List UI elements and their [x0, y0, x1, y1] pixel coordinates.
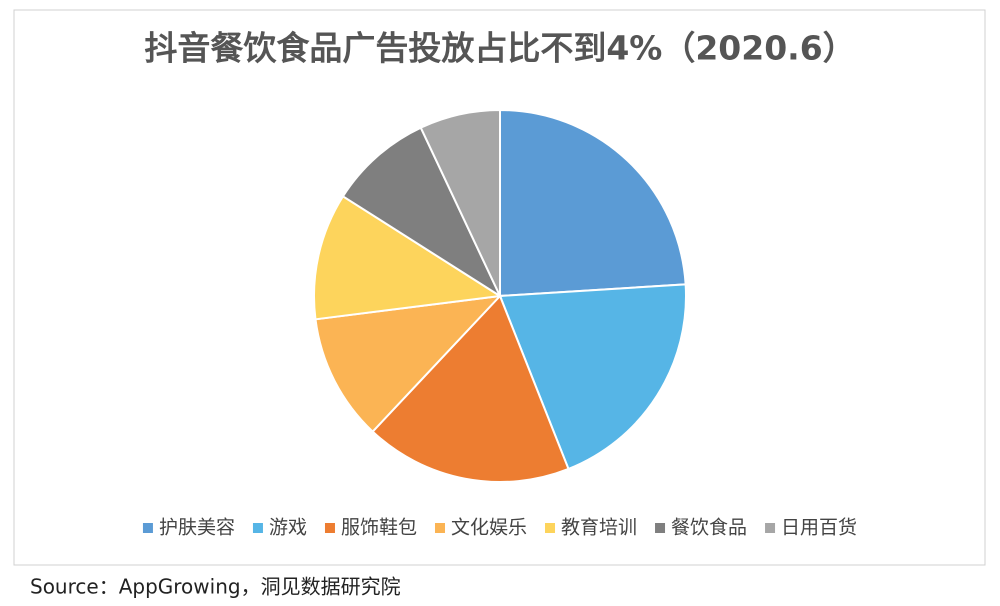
legend-label: 文化娱乐: [451, 517, 527, 539]
pie-slice: [498, 283, 687, 471]
source: Source：AppGrowing，洞见数据研究院: [30, 575, 401, 599]
legend-label: 游戏: [269, 517, 307, 539]
chart-title: 抖音餐饮食品广告投放占比不到4%（2020.6）: [144, 29, 855, 68]
legend-swatch: [324, 523, 335, 533]
pie-slice: [314, 294, 503, 434]
legend-swatch: [545, 523, 556, 533]
legend-swatch: [655, 523, 666, 533]
legend-label: 餐饮食品: [671, 517, 747, 539]
legend-label: 教育培训: [561, 517, 637, 539]
pie-slice: [419, 108, 501, 297]
legend-swatch: [434, 523, 445, 533]
legend-label: 日用百货: [781, 517, 857, 539]
legend-swatch: [252, 523, 263, 533]
legend-label: 护肤美容: [159, 517, 235, 539]
legend-label: 服饰鞋包: [341, 517, 417, 539]
legend-swatch: [142, 523, 153, 533]
pie-slice: [371, 294, 570, 483]
legend-swatch: [765, 523, 776, 533]
pie-slice: [341, 126, 503, 299]
pie-slice: [499, 108, 687, 298]
pie-slice: [313, 194, 503, 321]
